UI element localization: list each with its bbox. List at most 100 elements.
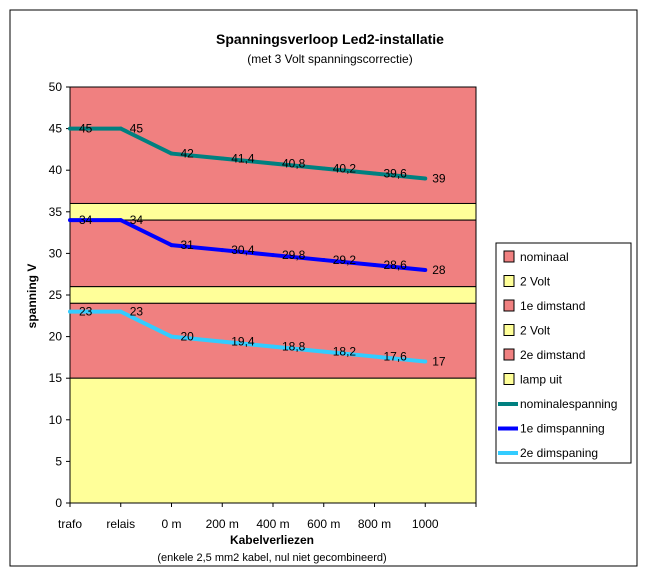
legend-label-3: 2 Volt	[520, 324, 551, 338]
data-point	[118, 218, 123, 223]
x-tick-label: relais	[106, 517, 135, 531]
band-5	[69, 377, 477, 504]
legend: nominaal 2 Volt 1e dimstand 2 Volt 2e dimsta…	[498, 250, 617, 460]
data-label: 28	[432, 263, 446, 277]
chart-title: Spanningsverloop Led2-installatie	[216, 31, 444, 47]
legend-swatch-0	[503, 250, 515, 263]
y-tick-label: 45	[49, 122, 63, 136]
legend-box	[495, 242, 632, 464]
data-label: 41,4	[231, 152, 255, 166]
chart-subtitle: (met 3 Volt spanningscorrectie)	[247, 52, 412, 66]
x-tick-label: 600 m	[307, 517, 340, 531]
x-axis-title: Kabelverliezen	[230, 533, 314, 547]
data-label: 23	[79, 305, 93, 319]
legend-label-1: 2 Volt	[520, 275, 551, 289]
y-axis-title: spanning V	[25, 264, 39, 329]
legend-series-label-2: 2e dimspaning	[520, 446, 598, 460]
data-label: 19,4	[231, 335, 255, 349]
axes-layer: 0 5 10 15 20 25 30 35 40 45 50 trafo relais 0 m 200 m 4…	[49, 80, 477, 531]
x-tick-label: 0 m	[161, 517, 181, 531]
y-tick-label: 25	[49, 288, 63, 302]
data-point	[68, 126, 72, 131]
legend-label-5: lamp uit	[520, 373, 563, 387]
x-tick-label: trafo	[58, 517, 82, 531]
data-point	[271, 253, 275, 258]
data-point	[423, 268, 428, 273]
data-point	[118, 309, 123, 314]
data-label: 29,8	[282, 248, 306, 262]
data-point	[169, 243, 174, 248]
data-point	[372, 263, 377, 268]
data-label: 28,6	[384, 258, 408, 272]
y-tick-label: 50	[49, 80, 63, 94]
data-point	[321, 349, 326, 354]
labels-layer: 45 45 42 41,4 40,8 40,2 39,6 39 34 34 31 30,4 29,8 29…	[79, 122, 446, 369]
data-point	[271, 344, 275, 349]
data-point	[321, 258, 326, 263]
data-label: 30,4	[231, 243, 255, 257]
data-label: 45	[79, 122, 93, 136]
data-label: 31	[181, 238, 195, 252]
data-point	[321, 166, 326, 171]
data-label: 17	[432, 355, 446, 369]
data-point	[68, 309, 72, 314]
data-point	[423, 359, 428, 364]
y-tick-label: 35	[49, 205, 63, 219]
y-tick-label: 20	[49, 330, 63, 344]
series-line-1	[70, 218, 426, 273]
legend-swatch-1	[503, 275, 515, 287]
legend-label-0: nominaal	[520, 250, 569, 264]
series-line-2	[70, 309, 426, 364]
data-label: 40,8	[282, 157, 306, 171]
data-point	[423, 176, 428, 181]
data-label: 20	[181, 330, 195, 344]
data-label: 34	[130, 213, 144, 227]
data-label: 29,2	[333, 253, 357, 267]
data-point	[169, 151, 174, 156]
data-point	[118, 126, 123, 131]
y-tick-label: 15	[49, 371, 63, 385]
legend-swatch-2	[503, 299, 515, 312]
data-point	[68, 218, 72, 223]
data-label: 34	[79, 213, 93, 227]
data-point	[169, 334, 174, 339]
legend-label-4: 2e dimstand	[520, 348, 585, 362]
data-label: 40,2	[333, 162, 357, 176]
data-point	[271, 161, 275, 166]
y-tick-label: 5	[55, 454, 62, 468]
data-label: 18,2	[333, 345, 357, 359]
data-label: 42	[181, 147, 195, 161]
data-point	[220, 156, 225, 161]
data-point	[220, 248, 225, 253]
legend-series-label-0: nominalespanning	[520, 397, 617, 411]
series-line-0	[70, 126, 426, 181]
data-label: 18,8	[282, 340, 306, 354]
x-tick-label: 800 m	[358, 517, 391, 531]
legend-swatch-3	[503, 324, 515, 336]
band-4	[69, 302, 477, 379]
data-label: 39,6	[384, 167, 408, 181]
y-tick-label: 10	[49, 413, 63, 427]
legend-swatch-4	[503, 348, 515, 361]
band-3	[69, 286, 477, 304]
data-label: 17,6	[384, 350, 408, 364]
data-point	[220, 339, 225, 344]
data-point	[372, 171, 377, 176]
x-axis-note: (enkele 2,5 mm2 kabel, nul niet gecombin…	[157, 552, 386, 564]
legend-series-label-1: 1e dimspanning	[520, 422, 605, 436]
y-tick-label: 30	[49, 246, 63, 260]
legend-swatch-5	[503, 373, 515, 385]
x-tick-label: 1000	[412, 517, 439, 531]
data-point	[372, 354, 377, 359]
data-label: 45	[130, 122, 144, 136]
x-tick-label: 200 m	[206, 517, 239, 531]
y-tick-label: 40	[49, 163, 63, 177]
data-label: 23	[130, 305, 144, 319]
series-layer	[68, 126, 428, 364]
bands-layer	[69, 86, 477, 504]
data-label: 39	[432, 172, 446, 186]
y-tick-label: 0	[55, 496, 62, 510]
legend-label-2: 1e dimstand	[520, 299, 585, 313]
x-tick-label: 400 m	[256, 517, 289, 531]
